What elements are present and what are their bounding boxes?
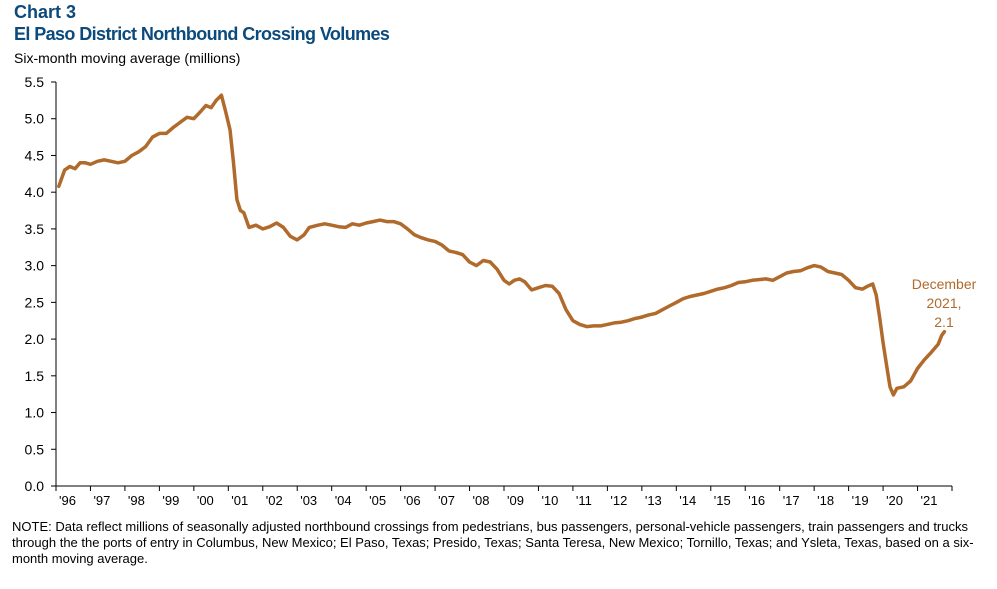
x-tick-label: '18	[817, 493, 834, 508]
line-chart: 0.0 0.5 1.0 1.5 2.0 2.5 3.0 3.5 4.0 4.5 5.0 5.5 '96…	[25, 74, 977, 508]
x-tick-label: '03	[300, 493, 317, 508]
x-axis: '96 '97 '98 '99 '00 '01 '02 '03 '04 '05 '06 '07 '08 '…	[55, 485, 953, 508]
x-tick-label: '02	[266, 493, 283, 508]
annotation-line-3: 2.1	[934, 314, 954, 330]
x-tick-label: '00	[197, 493, 214, 508]
y-tick-label: 1.0	[25, 405, 45, 421]
x-tick-label: '12	[610, 493, 627, 508]
x-tick-label: '21	[921, 493, 938, 508]
series-group	[57, 93, 947, 397]
series-line	[57, 93, 947, 397]
x-tick-label: '99	[162, 493, 179, 508]
x-tick-label: '08	[473, 493, 490, 508]
x-tick-label: '06	[404, 493, 421, 508]
chart-number: Chart 3	[14, 2, 77, 22]
y-tick-label: 3.0	[25, 258, 45, 274]
y-tick-label: 5.5	[25, 74, 45, 90]
x-tick-label: '01	[231, 493, 248, 508]
x-tick-label: '16	[748, 493, 765, 508]
x-tick-label: '04	[335, 493, 352, 508]
x-tick-label: '98	[128, 493, 145, 508]
x-tick-label: '09	[507, 493, 524, 508]
y-axis-subtitle: Six-month moving average (millions)	[14, 50, 241, 66]
y-tick-label: 4.5	[25, 147, 45, 163]
y-tick-label: 0.0	[25, 478, 45, 494]
x-tick-label: '20	[886, 493, 903, 508]
x-tick-label: '14	[679, 493, 696, 508]
y-tick-label: 2.5	[25, 294, 45, 310]
x-tick-label: '19	[852, 493, 869, 508]
chart-title: El Paso District Northbound Crossing Vol…	[14, 24, 390, 44]
y-tick-label: 3.5	[25, 221, 45, 237]
footnote: NOTE: Data reflect millions of seasonall…	[12, 519, 974, 566]
x-tick-label: '13	[645, 493, 662, 508]
x-tick-label: '96	[59, 493, 76, 508]
x-tick-label: '15	[714, 493, 731, 508]
annotation-line-1: December	[912, 276, 977, 292]
annotation-line-2: 2021,	[926, 295, 961, 311]
x-tick-label: '05	[369, 493, 386, 508]
y-axis: 0.0 0.5 1.0 1.5 2.0 2.5 3.0 3.5 4.0 4.5 5.0 5.5	[25, 74, 57, 494]
x-tick-label: '97	[93, 493, 110, 508]
x-tick-label: '11	[576, 493, 592, 508]
y-tick-label: 1.5	[25, 368, 45, 384]
x-tick-label: '10	[541, 493, 558, 508]
y-tick-label: 2.0	[25, 331, 45, 347]
x-tick-label: '17	[783, 493, 800, 508]
y-tick-label: 5.0	[25, 111, 45, 127]
y-tick-label: 4.0	[25, 184, 45, 200]
x-tick-label: '07	[438, 493, 455, 508]
y-tick-label: 0.5	[25, 441, 45, 457]
